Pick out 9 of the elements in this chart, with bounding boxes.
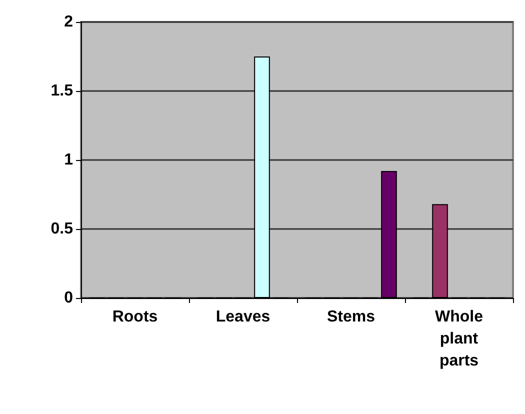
x-tick-label: Leaves: [216, 308, 270, 326]
y-tick-label: 2: [64, 14, 74, 30]
y-tick-label: 1: [64, 152, 74, 168]
x-tick-label: Stems: [326, 308, 376, 326]
y-tick-label: 0: [64, 290, 74, 306]
x-tick-label: Whole plant parts: [435, 308, 484, 370]
y-tick-label: 1.5: [50, 82, 74, 100]
x-tick-label: Roots: [112, 308, 158, 326]
y-tick-label: 0.5: [50, 220, 74, 238]
